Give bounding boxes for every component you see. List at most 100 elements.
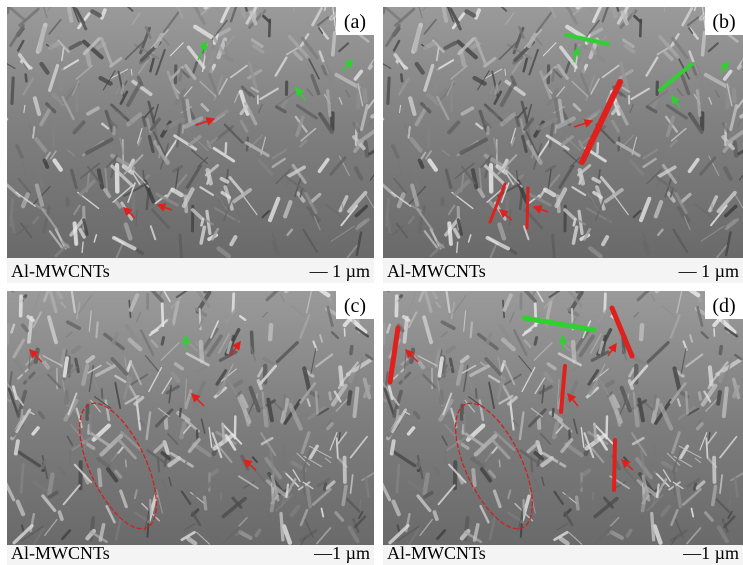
texture [223, 424, 224, 442]
texture [206, 1, 212, 7]
caption: Al-MWCNTs [11, 261, 110, 281]
texture [401, 75, 402, 82]
texture [337, 438, 338, 458]
texture [628, 530, 631, 535]
texture [33, 127, 34, 138]
texture [710, 367, 712, 384]
sem-image [0, 0, 394, 258]
panel-label: (a) [344, 11, 366, 33]
texture [180, 70, 181, 81]
texture [12, 78, 13, 103]
texture [473, 470, 474, 485]
texture [273, 467, 274, 487]
texture [574, 219, 576, 225]
texture [594, 424, 595, 442]
texture [122, 86, 123, 93]
texture [330, 393, 331, 400]
texture [365, 90, 366, 101]
texture [365, 143, 367, 156]
texture [388, 219, 390, 232]
texture [643, 495, 646, 510]
texture [464, 415, 465, 432]
texture [75, 223, 77, 243]
texture [420, 160, 423, 167]
texture [654, 446, 655, 472]
texture [201, 219, 203, 225]
texture [351, 347, 352, 354]
texture [554, 424, 557, 438]
texture [636, 408, 638, 426]
texture [699, 393, 700, 400]
sem-image [0, 270, 385, 545]
texture [162, 338, 163, 345]
texture [324, 483, 325, 489]
texture [694, 483, 695, 489]
texture [269, 20, 270, 36]
texture [735, 143, 737, 156]
scale-bar-label: —1 µm [682, 543, 739, 563]
texture [233, 294, 234, 312]
texture [7, 5, 8, 12]
texture [162, 304, 163, 326]
texture [471, 322, 472, 337]
texture [180, 409, 181, 416]
texture [49, 475, 52, 494]
texture [16, 441, 18, 453]
panel-label: (b) [712, 11, 735, 33]
texture [516, 117, 518, 125]
texture [605, 294, 606, 312]
texture [388, 78, 389, 103]
texture [703, 33, 705, 55]
texture [21, 410, 22, 419]
caption: Al-MWCNTs [387, 543, 486, 563]
texture [496, 86, 497, 93]
texture [597, 143, 598, 153]
texture [718, 392, 720, 404]
texture [457, 242, 458, 252]
texture [434, 512, 436, 519]
panel-label: (c) [344, 295, 366, 317]
texture [26, 75, 27, 82]
texture [351, 374, 353, 381]
texture [349, 392, 351, 404]
texture [657, 284, 665, 291]
texture [204, 497, 205, 509]
texture [720, 374, 722, 381]
page: Al-MWCNTs — 1 µm (a) Al-MWCNTs — 1 µm (b) Al-M… [0, 0, 743, 565]
texture [404, 318, 406, 342]
texture [553, 70, 554, 81]
texture [281, 514, 283, 540]
sem-image [372, 270, 743, 545]
texture [61, 63, 62, 90]
caption: Al-MWCNTs [11, 543, 110, 563]
texture [180, 235, 182, 257]
panels: Al-MWCNTs — 1 µm (a) Al-MWCNTs — 1 µm (b) Al-M… [0, 0, 743, 565]
scale-bar-label: — 1 µm [678, 261, 739, 281]
texture [553, 235, 555, 257]
texture [499, 460, 500, 467]
texture [284, 446, 285, 472]
sem-image [372, 0, 743, 258]
texture [143, 282, 145, 306]
texture [392, 441, 394, 453]
scale-bar-label: — 1 µm [309, 261, 370, 281]
texture [102, 389, 103, 398]
texture [436, 63, 437, 90]
texture [96, 322, 97, 337]
texture [158, 459, 159, 471]
texture [476, 389, 477, 398]
image-background [7, 291, 374, 545]
texture [575, 44, 576, 52]
texture [516, 282, 518, 306]
texture [439, 358, 442, 376]
texture [641, 325, 642, 339]
texture [553, 409, 554, 416]
texture [445, 451, 446, 466]
texture [580, 170, 583, 183]
texture [265, 408, 267, 426]
texture [374, 53, 379, 65]
texture [59, 512, 61, 519]
texture [333, 33, 335, 55]
texture [193, 0, 197, 7]
texture [565, 0, 569, 7]
